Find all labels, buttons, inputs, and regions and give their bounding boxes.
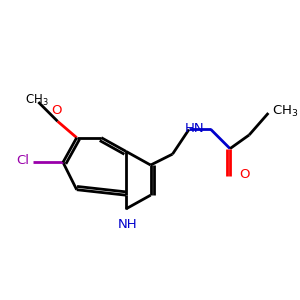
- Text: NH: NH: [118, 218, 137, 231]
- Text: O: O: [240, 168, 250, 181]
- Text: CH$_3$: CH$_3$: [25, 93, 49, 108]
- Text: O: O: [51, 104, 62, 117]
- Text: CH$_3$: CH$_3$: [272, 104, 299, 119]
- Text: HN: HN: [184, 122, 204, 135]
- Text: Cl: Cl: [16, 154, 29, 167]
